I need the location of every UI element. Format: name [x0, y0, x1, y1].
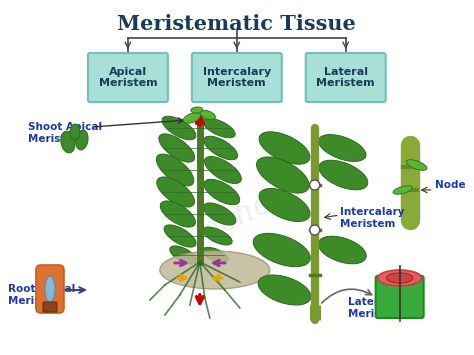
Ellipse shape: [259, 132, 310, 164]
Ellipse shape: [157, 177, 194, 207]
Ellipse shape: [319, 135, 366, 162]
Ellipse shape: [259, 189, 310, 222]
Text: Intercalary
Meristem: Intercalary Meristem: [340, 207, 404, 229]
Ellipse shape: [162, 116, 196, 140]
Ellipse shape: [183, 113, 201, 123]
Ellipse shape: [204, 136, 237, 160]
Text: Node: Node: [435, 180, 465, 190]
Ellipse shape: [164, 225, 196, 247]
Text: Lateral
Meristem: Lateral Meristem: [348, 297, 403, 319]
Text: Root Apical
Meristem: Root Apical Meristem: [8, 284, 75, 306]
Ellipse shape: [61, 131, 75, 153]
Circle shape: [310, 180, 320, 190]
Ellipse shape: [318, 236, 366, 264]
Ellipse shape: [386, 273, 413, 283]
Ellipse shape: [406, 160, 427, 170]
FancyBboxPatch shape: [88, 53, 168, 102]
Ellipse shape: [258, 275, 311, 305]
Ellipse shape: [253, 233, 310, 267]
Text: Apical
Meristem: Apical Meristem: [99, 67, 157, 88]
Ellipse shape: [76, 130, 88, 150]
Ellipse shape: [256, 157, 309, 193]
FancyBboxPatch shape: [376, 276, 424, 318]
Text: Lateral
Meristem: Lateral Meristem: [317, 67, 375, 88]
FancyBboxPatch shape: [36, 265, 64, 313]
Ellipse shape: [202, 247, 228, 263]
Ellipse shape: [204, 179, 240, 205]
Ellipse shape: [191, 107, 203, 113]
Ellipse shape: [45, 276, 55, 302]
Ellipse shape: [204, 157, 241, 184]
Ellipse shape: [203, 227, 232, 245]
Ellipse shape: [203, 118, 235, 138]
FancyBboxPatch shape: [192, 53, 282, 102]
Ellipse shape: [70, 124, 80, 140]
Ellipse shape: [378, 270, 422, 286]
FancyBboxPatch shape: [43, 302, 57, 312]
Ellipse shape: [203, 203, 236, 225]
Ellipse shape: [393, 186, 412, 194]
Ellipse shape: [159, 134, 195, 162]
Ellipse shape: [156, 154, 194, 186]
Text: Shoot Apical
Meristem: Shoot Apical Meristem: [28, 122, 102, 144]
Text: Teachoo: Teachoo: [165, 179, 294, 261]
Ellipse shape: [319, 160, 368, 190]
Ellipse shape: [200, 110, 216, 120]
Ellipse shape: [170, 246, 197, 264]
Text: Intercalary
Meristem: Intercalary Meristem: [203, 67, 271, 88]
Ellipse shape: [160, 201, 195, 227]
Text: Meristematic Tissue: Meristematic Tissue: [118, 14, 356, 34]
FancyBboxPatch shape: [306, 53, 386, 102]
Ellipse shape: [160, 251, 270, 289]
Circle shape: [310, 225, 320, 235]
